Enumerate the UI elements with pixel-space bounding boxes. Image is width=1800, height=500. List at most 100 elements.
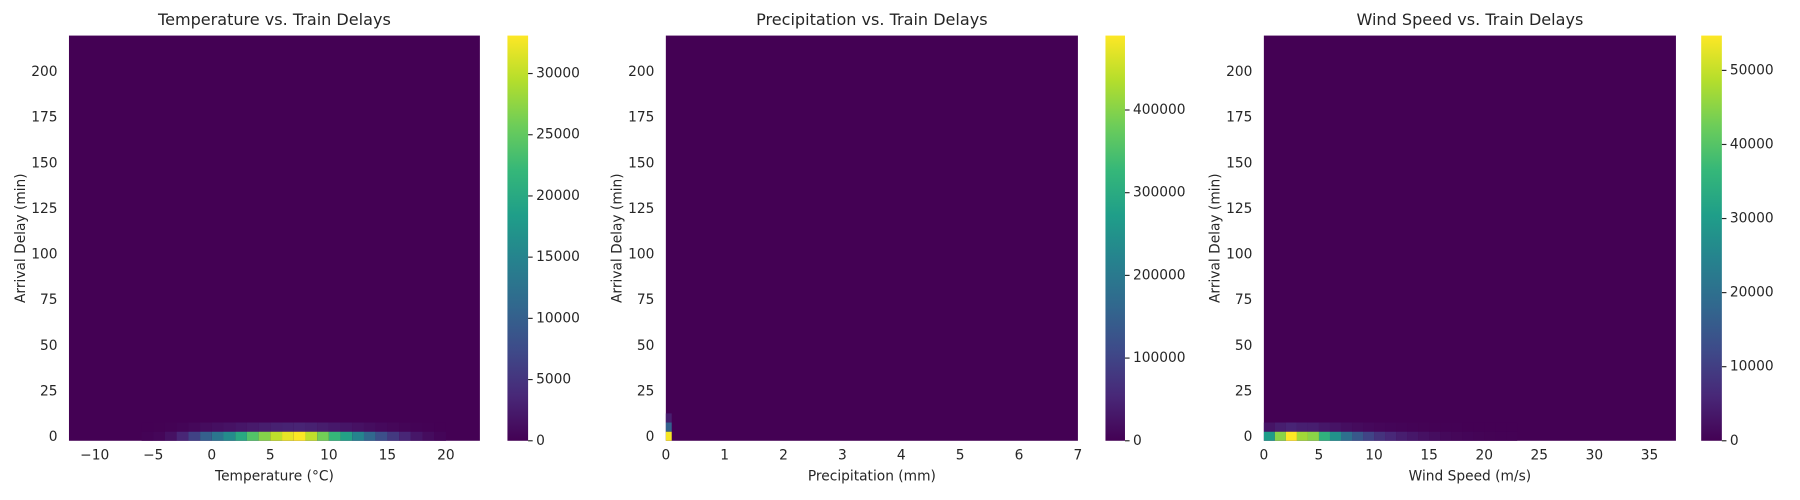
colorbar-tick-label: 40000: [1730, 136, 1774, 152]
y-axis-label: Arrival Delay (min): [13, 173, 29, 303]
cell: [1374, 422, 1386, 432]
x-tick-label: 25: [1531, 448, 1549, 464]
cell: [1418, 422, 1430, 432]
panel: 0 5 10 15 20 25 30 35 0 25 50 75 100 125 150 175 200 Wind…: [1208, 10, 1774, 484]
colorbar-tick-label: 5000: [536, 372, 571, 388]
y-tick-label: 75: [1235, 292, 1253, 308]
cell: [340, 431, 353, 441]
cell: [1274, 422, 1286, 432]
colorbar-tick-label: 50000: [1730, 62, 1774, 78]
colorbar: [507, 35, 529, 441]
y-tick-label: 100: [31, 247, 57, 263]
cell: [258, 422, 271, 432]
colorbar-tick-label: 0: [1133, 433, 1142, 449]
x-tick-label: 5: [956, 448, 965, 464]
x-tick-label: 1: [720, 448, 729, 464]
cell: [1451, 431, 1463, 441]
cell: [1484, 422, 1496, 432]
cell: [223, 422, 236, 432]
y-tick-label: 150: [31, 155, 57, 171]
x-tick-label: 10: [1365, 448, 1383, 464]
colorbar-tick-label: 20000: [1730, 285, 1774, 301]
cell: [352, 431, 364, 441]
colorbar-tick-label: 200000: [1133, 267, 1186, 283]
cell: [1352, 431, 1364, 441]
cell: [434, 422, 446, 432]
chart-title: Wind Speed vs. Train Delays: [1356, 10, 1583, 29]
cell: [1329, 422, 1341, 432]
cell: [1307, 422, 1319, 432]
panel: −10 −5 0 5 10 15 200255075100125150175200Tempe…: [13, 10, 580, 484]
cell: [188, 422, 201, 432]
y-tick-label: 50: [637, 338, 655, 354]
cell: [1363, 422, 1375, 432]
cell: [1506, 431, 1518, 441]
cell: [211, 431, 224, 441]
cell: [340, 422, 353, 432]
x-tick-label: 15: [1420, 448, 1438, 464]
cell: [270, 422, 283, 432]
cell: [1451, 422, 1463, 432]
cell: [1429, 431, 1441, 441]
cell: [1274, 431, 1286, 441]
colorbar-tick-label: 100000: [1133, 350, 1186, 366]
x-axis-label: Wind Speed (m/s): [1409, 468, 1531, 484]
x-tick-label: 5: [1315, 448, 1324, 464]
cell: [1440, 422, 1452, 432]
cell: [211, 422, 224, 432]
cell: [153, 422, 165, 432]
cell: [422, 422, 435, 432]
colorbar-tick-label: 10000: [1730, 359, 1774, 375]
y-tick-label: 200: [31, 64, 57, 80]
x-tick-label: 10: [320, 448, 338, 464]
x-tick-label: 30: [1586, 448, 1604, 464]
cell: [1506, 422, 1518, 432]
cell: [1473, 422, 1485, 432]
panel: 0 1 2 3 4 5 6 7 0 25 50 75 100 125 150 175 200 Precipitat…: [610, 10, 1186, 484]
cell: [1296, 422, 1308, 432]
cell: [399, 422, 411, 432]
y-tick-label: 125: [628, 201, 654, 217]
cell: [1462, 431, 1474, 441]
cell: [317, 431, 329, 441]
cell: [1285, 422, 1297, 432]
colorbar-tick-label: 0: [1730, 433, 1739, 449]
cell: [363, 422, 376, 432]
cell: [1318, 431, 1330, 441]
y-tick-label: 75: [637, 292, 655, 308]
cell: [1396, 422, 1408, 432]
cell: [422, 431, 435, 441]
cell: [317, 422, 329, 432]
colorbar: [1105, 35, 1125, 441]
cell: [200, 422, 212, 432]
x-tick-label: −5: [143, 448, 163, 464]
cell: [246, 422, 259, 432]
cell: [665, 413, 672, 423]
colorbar-tick-label: 15000: [536, 249, 580, 265]
cell: [1495, 422, 1507, 432]
y-axis-label: Arrival Delay (min): [610, 173, 626, 303]
cell: [1418, 431, 1430, 441]
y-tick-label: 0: [646, 429, 655, 445]
cell: [375, 431, 388, 441]
cell: [1385, 422, 1397, 432]
x-tick-label: 0: [1259, 448, 1268, 464]
y-tick-label: 200: [628, 64, 654, 80]
cell: [1363, 431, 1375, 441]
x-tick-label: 0: [661, 448, 670, 464]
cell: [1484, 431, 1496, 441]
plot-background: [1263, 35, 1676, 441]
cell: [141, 431, 154, 441]
x-tick-label: 7: [1074, 448, 1083, 464]
y-axis-label: Arrival Delay (min): [1208, 173, 1224, 303]
y-tick-label: 125: [1226, 201, 1252, 217]
cell: [665, 431, 672, 441]
colorbar-tick-label: 20000: [536, 188, 580, 204]
y-tick-label: 175: [31, 110, 57, 126]
cell: [1307, 431, 1319, 441]
cell: [176, 422, 189, 432]
cell: [665, 422, 672, 432]
x-tick-label: 6: [1015, 448, 1024, 464]
colorbar-tick-label: 25000: [536, 127, 580, 143]
